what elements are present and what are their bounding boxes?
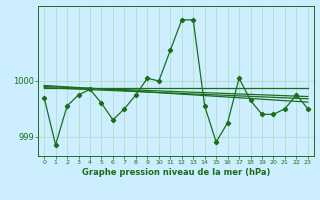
X-axis label: Graphe pression niveau de la mer (hPa): Graphe pression niveau de la mer (hPa) — [82, 168, 270, 177]
